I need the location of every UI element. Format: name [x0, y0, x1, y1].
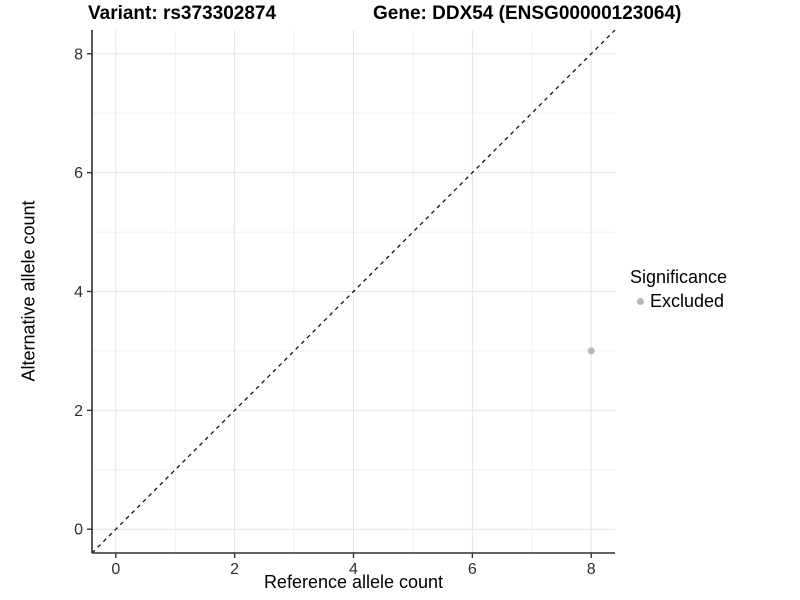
scatter-chart: 0 2 4 6 8 0 2 4 6 8: [74, 29, 616, 578]
legend-item-label: Excluded: [650, 291, 725, 311]
legend-title: Significance: [630, 267, 728, 287]
identity-line: [91, 29, 616, 554]
x-tick-label: 6: [468, 561, 477, 578]
y-tick-label: 8: [74, 46, 83, 63]
legend: Significance Excluded: [630, 266, 727, 312]
y-tick-label: 6: [74, 165, 83, 182]
y-tick-label: 0: [74, 522, 83, 539]
y-tick-label: 4: [74, 284, 83, 301]
x-tick-label: 0: [111, 561, 120, 578]
legend-item-excluded: Excluded: [630, 291, 727, 312]
plot-panel: 0 2 4 6 8 0 2 4 6 8: [74, 29, 616, 578]
y-tick-label: 2: [74, 403, 83, 420]
gene-title: Gene: DDX54 (ENSG00000123064): [373, 3, 682, 24]
variant-title: Variant: rs373302874: [88, 3, 277, 24]
y-axis-title: Alternative allele count: [18, 200, 39, 382]
legend-point-icon: [637, 298, 644, 305]
data-point: [587, 347, 595, 355]
x-tick-label: 8: [587, 561, 596, 578]
x-tick-label: 2: [230, 561, 239, 578]
x-axis-title: Reference allele count: [263, 572, 444, 592]
x-tick-label: 4: [349, 561, 358, 578]
